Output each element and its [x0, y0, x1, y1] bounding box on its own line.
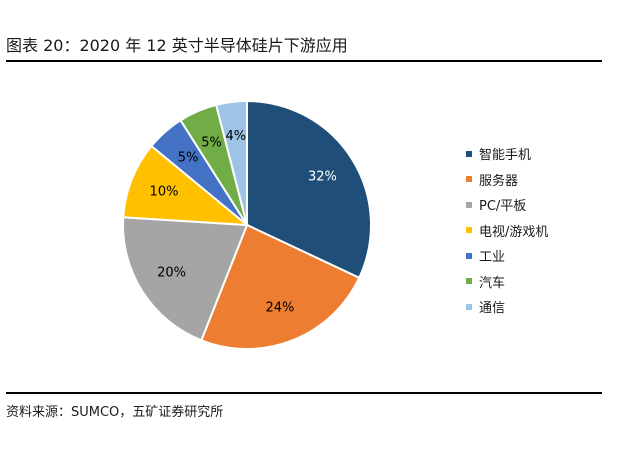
slice-value-label: 5% — [178, 151, 199, 166]
legend-swatch — [466, 278, 472, 285]
legend-swatch — [466, 252, 472, 259]
pie-value-labels: 32%24%20%10%5%5% 4% — [150, 129, 337, 316]
chart-legend: 智能手机服务器 PC/平板电视/游戏机 工业汽车通信 — [466, 141, 548, 320]
legend-label: 电视/游戏机 — [479, 224, 549, 240]
legend-swatch — [466, 303, 472, 310]
slice-value-label: 4% — [225, 129, 246, 144]
slice-value-label: 32% — [308, 170, 337, 185]
legend-swatch — [466, 176, 472, 183]
legend-swatch — [466, 227, 472, 234]
pie-slice — [122, 144, 251, 227]
slice-value-label: 20% — [157, 265, 186, 280]
legend-label: 服务器 — [479, 173, 519, 189]
legend-item: 服务器 — [466, 167, 548, 193]
source-note: 资料来源：SUMCO，五矿证券研究所 — [6, 405, 224, 420]
legend-item: 汽车 — [466, 269, 548, 295]
legend-item: PC/平板 — [466, 192, 548, 218]
chart-title: 图表 20：2020 年 12 英寸半导体硅片下游应用 — [6, 36, 348, 55]
source-rule — [6, 392, 602, 394]
pie-slices — [122, 99, 372, 350]
legend-label: 通信 — [479, 301, 506, 317]
legend-label: 智能手机 — [479, 148, 532, 164]
legend-item: 电视/游戏机 — [466, 218, 548, 244]
slice-value-label: 5% — [201, 136, 222, 151]
slice-value-label: 10% — [150, 185, 179, 200]
pie-slice — [214, 99, 248, 226]
pie-slice — [246, 99, 372, 280]
pie-slice — [122, 216, 249, 342]
legend-swatch — [466, 201, 472, 208]
title-rule — [6, 60, 602, 62]
legend-item: 工业 — [466, 243, 548, 269]
slice-value-label: 24% — [265, 301, 294, 316]
legend-label: 工业 — [479, 250, 506, 266]
legend-swatch — [466, 150, 472, 157]
legend-label: PC/平板 — [479, 199, 527, 215]
pie-slice — [200, 223, 361, 350]
legend-item: 智能手机 — [466, 141, 548, 167]
legend-label: 汽车 — [479, 275, 506, 291]
legend-item: 通信 — [466, 294, 548, 320]
